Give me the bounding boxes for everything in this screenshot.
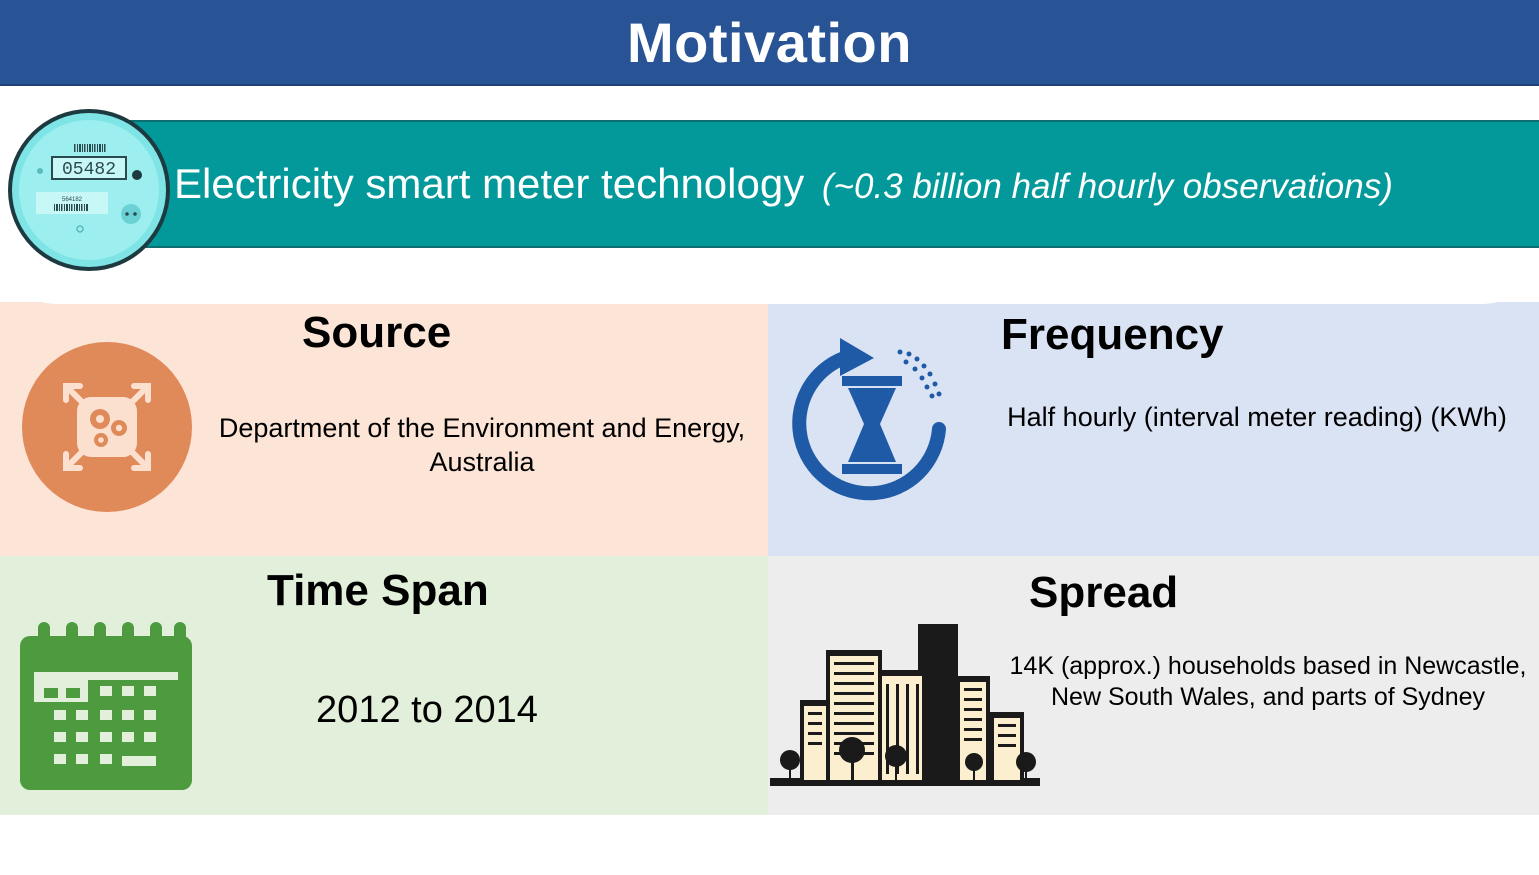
source-title: Source xyxy=(302,308,452,357)
smart-meter-icon: 05482 564182 xyxy=(8,109,170,271)
banner-main-text: Electricity smart meter technology xyxy=(174,160,805,207)
frequency-title: Frequency xyxy=(1001,310,1224,359)
spread-text-line2: New South Wales, and parts of Sydney xyxy=(1050,683,1486,711)
title-bar: Motivation xyxy=(0,0,1539,86)
spread-title: Spread xyxy=(1029,568,1179,617)
page-title: Motivation xyxy=(627,10,912,74)
frequency-panel xyxy=(768,302,1539,556)
hourglass-cycle-icon xyxy=(792,338,946,501)
source-text-line2: Australia xyxy=(429,447,535,477)
time-span-title: Time Span xyxy=(267,566,489,615)
calendar-icon xyxy=(20,622,192,790)
spread-text-line1: 14K (approx.) households based in Newcas… xyxy=(1009,652,1527,680)
banner-italic-text: (~0.3 billion half hourly observations) xyxy=(821,167,1393,206)
time-span-text: 2012 to 2014 xyxy=(316,689,538,731)
top-curve-divider xyxy=(0,248,1539,304)
bottom-curve-divider xyxy=(0,815,1539,875)
smart-meter-banner xyxy=(90,120,1539,248)
meter-small-number: 564182 xyxy=(62,197,83,203)
gears-expand-icon xyxy=(22,342,192,512)
source-text-line1: Department of the Environment and Energy… xyxy=(218,413,746,443)
source-text: Department of the Environment and Energy… xyxy=(196,411,768,479)
frequency-text: Half hourly (interval meter reading) (KW… xyxy=(1007,402,1507,432)
spread-text: 14K (approx.) households based in Newcas… xyxy=(998,651,1538,713)
banner-text: Electricity smart meter technology (~0.3… xyxy=(174,160,1393,208)
city-buildings-icon xyxy=(770,624,1040,786)
meter-reading: 05482 xyxy=(62,160,116,180)
